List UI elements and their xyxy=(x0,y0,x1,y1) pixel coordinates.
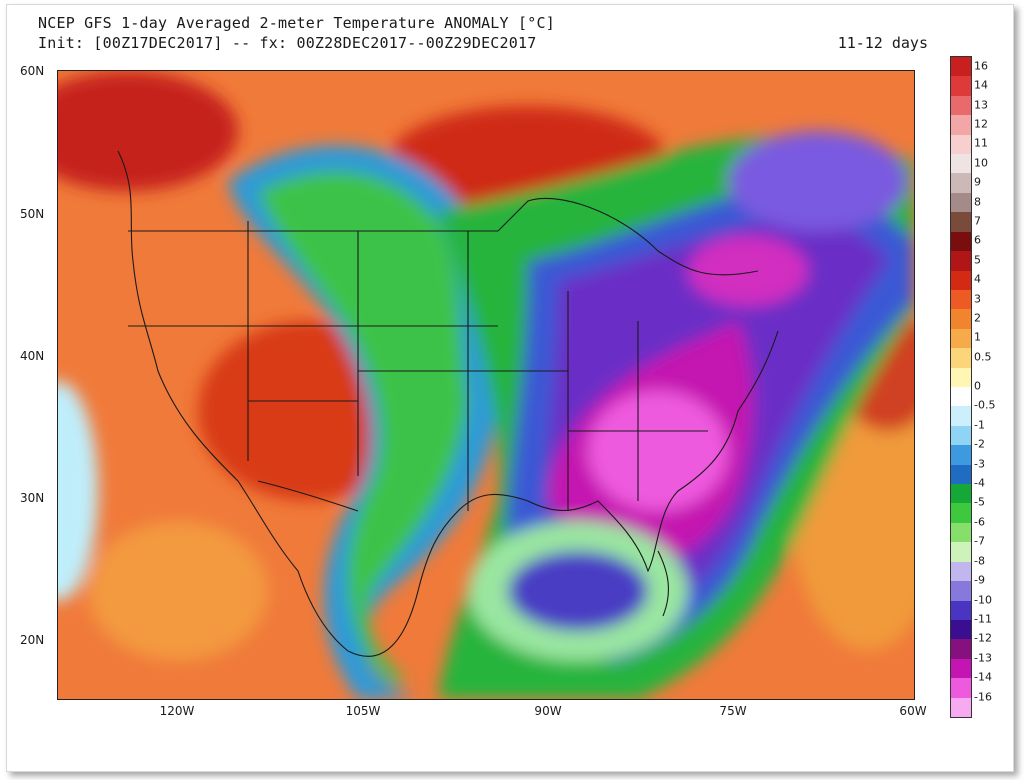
warm-anomaly-northwest xyxy=(58,71,238,191)
lon-label-105w: 105W xyxy=(345,704,381,718)
colorbar-cell xyxy=(951,503,971,524)
lon-label-75w: 75W xyxy=(719,704,747,718)
lat-label-30n: 30N xyxy=(20,491,45,505)
colorbar-label: 2 xyxy=(974,311,981,325)
colorbar-label: -0.5 xyxy=(974,398,996,412)
colorbar-label: 8 xyxy=(974,195,981,209)
colorbar-label: 0.5 xyxy=(974,350,992,364)
lon-label-120w: 120W xyxy=(159,704,195,718)
colorbar-label: -8 xyxy=(974,554,985,568)
colorbar-label: -4 xyxy=(974,476,985,490)
pink-extreme-core xyxy=(588,391,728,511)
colorbar-label: -6 xyxy=(974,515,985,529)
colorbar-cell xyxy=(951,542,971,563)
colorbar-cell xyxy=(951,445,971,466)
gulf-cold-core xyxy=(508,551,648,631)
colorbar-label: 9 xyxy=(974,175,981,189)
anomaly-map-svg xyxy=(58,71,914,699)
colorbar-cell xyxy=(951,367,971,388)
colorbar-cell xyxy=(951,309,971,330)
colorbar-cell xyxy=(951,387,971,407)
pacific-coastline xyxy=(117,150,349,652)
colorbar-cell xyxy=(951,600,971,621)
lon-label-90w: 90W xyxy=(534,704,562,718)
colorbar-label: 0 xyxy=(974,379,981,393)
colorbar-cell xyxy=(951,95,971,116)
colorbar-label: -10 xyxy=(974,593,992,607)
colorbar-cell xyxy=(951,173,971,194)
colorbar-cell xyxy=(951,328,971,349)
colorbar-cell xyxy=(951,581,971,602)
colorbar-label: -13 xyxy=(974,651,992,665)
colorbar-cell xyxy=(951,678,971,699)
colorbar-cell xyxy=(951,484,971,504)
colorbar-label: -1 xyxy=(974,418,985,432)
colorbar-cell xyxy=(951,231,971,252)
colorbar-cell xyxy=(951,192,971,213)
lat-label-60n: 60N xyxy=(20,64,45,78)
colorbar-cell xyxy=(951,270,971,291)
colorbar-label: 4 xyxy=(974,272,981,286)
pacific-cool-patch xyxy=(58,381,98,601)
colorbar-cell xyxy=(951,348,971,369)
magenta-core-northeast xyxy=(688,236,808,306)
colorbar-cell xyxy=(951,619,971,640)
colorbar-cell xyxy=(951,639,971,660)
colorbar-label: 11 xyxy=(974,136,988,150)
colorbar-cell xyxy=(951,697,971,718)
purple-hudson xyxy=(728,131,908,231)
colorbar-label: -3 xyxy=(974,457,985,471)
colorbar-cell xyxy=(951,658,971,679)
colorbar-cell xyxy=(951,561,971,582)
colorbar-cell xyxy=(951,425,971,446)
colorbar-label: -12 xyxy=(974,631,992,645)
colorbar-label: 16 xyxy=(974,59,988,73)
green-cold-band xyxy=(258,171,468,681)
colorbar-label: 7 xyxy=(974,214,981,228)
colorbar-cell xyxy=(951,289,971,310)
colorbar-cell xyxy=(951,154,971,174)
colorbar-cell xyxy=(951,115,971,136)
lat-label-20n: 20N xyxy=(20,633,45,647)
colorbar-label: 12 xyxy=(974,117,988,131)
colorbar-label: -7 xyxy=(974,534,985,548)
colorbar-cell xyxy=(951,522,971,543)
colorbar-label: 10 xyxy=(974,156,988,170)
colorbar-label: 1 xyxy=(974,330,981,344)
us-mexico-border xyxy=(257,480,359,512)
colorbar-cell xyxy=(951,251,971,272)
colorbar-cell xyxy=(951,464,971,485)
gulf-atlantic-coastline xyxy=(347,330,779,657)
colorbar-label: -16 xyxy=(974,690,992,704)
colorbar-cell xyxy=(951,76,971,97)
colorbar-label: 5 xyxy=(974,253,981,267)
colorbar-label: -11 xyxy=(974,612,992,626)
lat-label-40n: 40N xyxy=(20,349,45,363)
colorbar-cell xyxy=(951,212,971,233)
colorbar-label: -9 xyxy=(974,573,985,587)
colorbar-label: 14 xyxy=(974,78,988,92)
init-forecast-line: Init: [00Z17DEC2017] -- fx: 00Z28DEC2017… xyxy=(38,34,537,52)
colorbar-label: 13 xyxy=(974,98,988,112)
colorbar-label: -2 xyxy=(974,437,985,451)
chart-title: NCEP GFS 1-day Averaged 2-meter Temperat… xyxy=(38,14,555,32)
colorbar-cell xyxy=(951,134,971,155)
colorbar-label: 3 xyxy=(974,292,981,306)
colorbar-label: -5 xyxy=(974,495,985,509)
colorbar xyxy=(950,56,972,718)
colorbar-cell xyxy=(951,57,971,77)
colorbar-cell xyxy=(951,406,971,427)
colorbar-label: -14 xyxy=(974,670,992,684)
lon-label-60w: 60W xyxy=(899,704,927,718)
anomaly-map xyxy=(57,70,915,700)
lead-time-label: 11-12 days xyxy=(837,34,928,52)
lat-label-50n: 50N xyxy=(20,207,45,221)
colorbar-label: 6 xyxy=(974,233,981,247)
florida-outline xyxy=(657,550,669,617)
pacific-mild-anomaly xyxy=(88,521,268,661)
great-lakes-outline xyxy=(497,197,759,276)
boundaries xyxy=(117,150,779,657)
